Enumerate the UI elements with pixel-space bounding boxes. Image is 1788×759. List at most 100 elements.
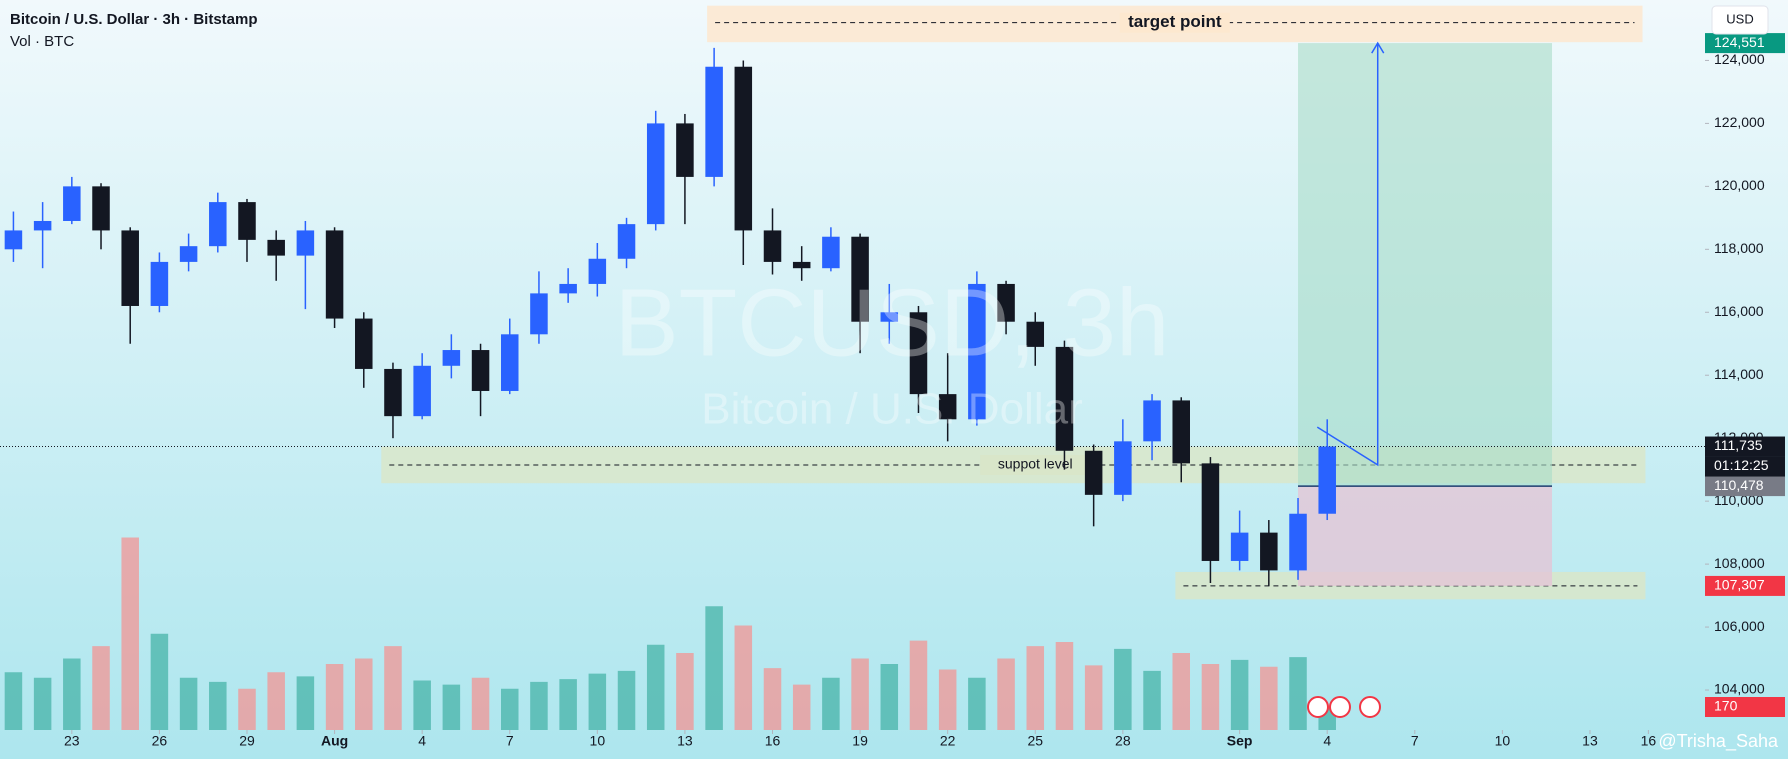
volume-bar: [968, 677, 986, 730]
volume-bar: [1143, 670, 1161, 730]
volume-bar: [997, 658, 1015, 730]
price-label-bg: [1705, 476, 1785, 497]
volume-bar: [209, 681, 227, 730]
y-tick-label: 116,000: [1714, 303, 1764, 319]
price-label: 124,551: [1714, 34, 1765, 50]
y-tick-label: 124,000: [1714, 51, 1765, 67]
volume-bar: [1289, 657, 1307, 730]
candle-body: [92, 186, 110, 231]
candle-body: [1026, 321, 1045, 347]
candle-body: [267, 239, 285, 256]
volume-bar: [1114, 648, 1132, 730]
price-label: 111,735: [1714, 437, 1763, 453]
volume-bar: [1055, 642, 1074, 730]
chart-title: Bitcoin / U.S. Dollar · 3h · Bitstamp: [10, 11, 258, 28]
volume-bar: [471, 677, 490, 730]
countdown-bg: [1705, 456, 1785, 477]
volume-bar: [851, 658, 869, 730]
loss-zone: [1298, 486, 1553, 586]
volume-bar: [500, 688, 519, 730]
candle-body: [588, 258, 607, 284]
volume-bar: [179, 677, 198, 730]
event-icon: [1359, 696, 1381, 718]
candle-body: [1084, 450, 1103, 495]
price-label: 110,478: [1714, 477, 1764, 493]
volume-bar: [92, 646, 110, 730]
candle-body: [1318, 446, 1336, 514]
volume-label-bg: [1705, 697, 1785, 717]
volume-bar: [4, 672, 23, 730]
price-label-bg: [1705, 436, 1785, 457]
watermark-sub: Bitcoin / U.S. Dollar: [701, 385, 1082, 434]
volume-bar: [1172, 653, 1190, 730]
candle-body: [325, 230, 344, 319]
candle-body: [500, 334, 519, 391]
volume-bar: [734, 625, 753, 730]
y-tick-label: 120,000: [1714, 177, 1765, 193]
candle-body: [179, 246, 198, 262]
candle-body: [880, 312, 899, 322]
candle-body: [646, 123, 665, 225]
y-tick-label: 108,000: [1714, 555, 1765, 571]
volume-label: Vol · BTC: [10, 33, 74, 50]
x-tick-label: 13: [677, 733, 693, 749]
price-label-bg: [1705, 575, 1785, 596]
volume-bar: [1084, 665, 1103, 730]
zone-label: suppot level: [998, 456, 1073, 472]
volume-bar: [1230, 659, 1249, 730]
watermark: BTCUSD, 3h: [615, 269, 1170, 376]
volume-bar: [267, 672, 285, 730]
candle-body: [851, 236, 869, 322]
candle-body: [822, 236, 840, 269]
volume-bar: [238, 688, 256, 730]
volume-bar: [617, 670, 636, 730]
candle-body: [1172, 400, 1190, 464]
candle-body: [209, 202, 227, 247]
x-tick-label: 13: [1582, 733, 1598, 749]
volume-bar: [325, 664, 344, 730]
candle-body: [63, 186, 81, 221]
profit-zone: [1298, 43, 1553, 487]
currency-button[interactable]: [1711, 5, 1769, 35]
candle-body: [909, 312, 928, 395]
candle-body: [355, 318, 373, 369]
candle-body: [442, 350, 461, 366]
x-tick-label: 19: [852, 733, 868, 749]
candle-body: [763, 230, 782, 262]
y-tick-label: 106,000: [1714, 618, 1765, 634]
candle-body: [1230, 532, 1249, 561]
candle-body: [559, 283, 577, 294]
x-tick-label: Aug: [321, 733, 348, 749]
candle-body: [792, 261, 811, 269]
candle-body: [1055, 346, 1074, 451]
volume-bar: [150, 633, 169, 730]
y-tick-label: 114,000: [1714, 366, 1764, 382]
candle-body: [33, 220, 52, 231]
candle-body: [238, 202, 256, 240]
volume-bar: [1026, 646, 1045, 730]
volume-bar: [296, 676, 315, 730]
x-tick-label: 7: [506, 733, 514, 749]
volume-bar: [121, 537, 139, 730]
x-tick-label: 25: [1027, 733, 1043, 749]
volume-bar: [909, 640, 928, 730]
volume-bar: [442, 684, 461, 730]
x-tick-label: 23: [64, 733, 80, 749]
volume-bar: [763, 668, 782, 730]
price-label-bg: [1705, 33, 1785, 54]
candle-body: [296, 230, 315, 256]
y-tick-label: 118,000: [1714, 240, 1764, 256]
volume-bar: [63, 658, 81, 730]
volume-bar: [822, 677, 840, 730]
candle-body: [1201, 463, 1220, 561]
zone-label-bg: [980, 454, 1091, 475]
candle-body: [4, 230, 23, 250]
candle-body: [530, 293, 548, 335]
y-tick-label: 122,000: [1714, 114, 1765, 130]
currency[interactable]: USD: [1726, 11, 1753, 26]
x-tick-label: 4: [418, 733, 426, 749]
candle-body: [1260, 532, 1278, 571]
candle-body: [705, 66, 723, 177]
